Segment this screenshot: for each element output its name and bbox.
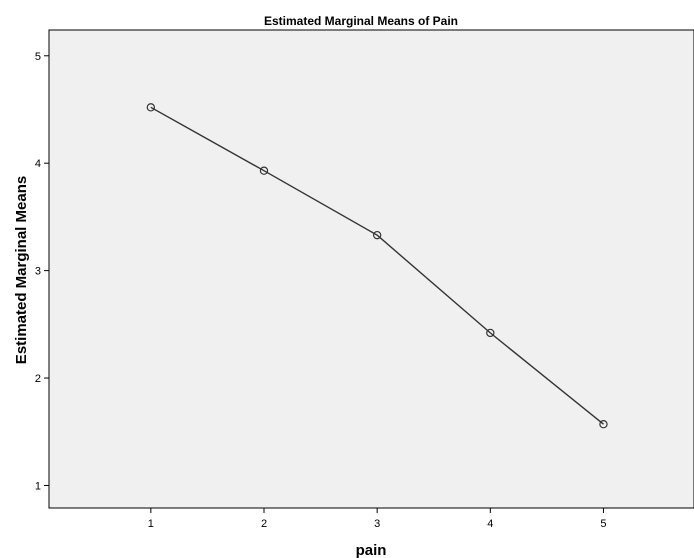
x-tick-label: 5 xyxy=(600,518,606,530)
y-axis-ticks: 1 2 3 4 5 xyxy=(35,51,49,492)
data-point xyxy=(372,230,382,240)
series-line xyxy=(150,106,604,425)
y-axis-label: Estimated Marginal Means xyxy=(13,176,30,364)
y-tick-label: 4 xyxy=(35,158,41,170)
series-group xyxy=(146,103,608,429)
x-tick-label: 1 xyxy=(148,518,154,530)
x-tick-label: 2 xyxy=(261,518,267,530)
chart-title: Estimated Marginal Means of Pain xyxy=(264,14,458,28)
plot-area xyxy=(48,29,694,509)
y-tick-label: 2 xyxy=(35,373,41,385)
axes xyxy=(48,30,694,509)
data-point xyxy=(486,328,495,338)
x-tick-label: 3 xyxy=(374,518,380,530)
y-tick-label: 5 xyxy=(35,51,41,63)
x-axis-ticks: 1 2 3 4 5 xyxy=(148,508,607,530)
data-point xyxy=(259,166,269,175)
data-point xyxy=(599,420,608,429)
data-point xyxy=(146,103,156,112)
y-tick-label: 3 xyxy=(35,266,41,278)
y-tick-label: 1 xyxy=(35,480,41,492)
x-axis-label: pain xyxy=(356,542,387,558)
x-tick-label: 4 xyxy=(487,518,493,530)
